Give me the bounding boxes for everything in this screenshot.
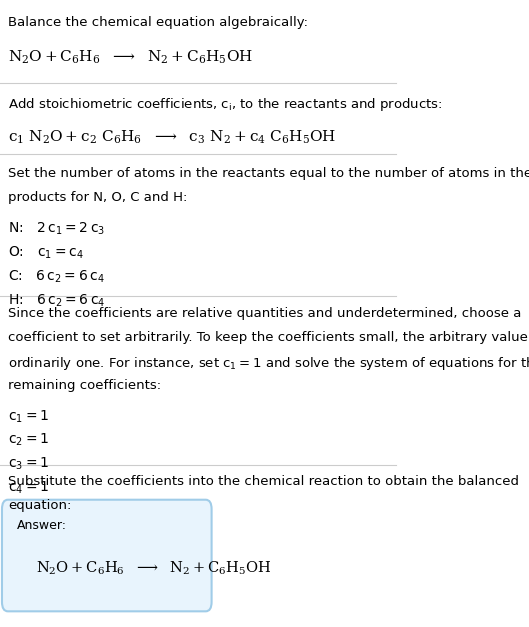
Text: ordinarily one. For instance, set $\mathregular{c_1 = 1}$ and solve the system o: ordinarily one. For instance, set $\math… [8,355,529,372]
Text: Answer:: Answer: [16,519,67,532]
Text: O: $\ \ \mathregular{c_1 = c_4}$: O: $\ \ \mathregular{c_1 = c_4}$ [8,245,84,261]
Text: Balance the chemical equation algebraically:: Balance the chemical equation algebraica… [8,16,308,29]
Text: H: $\ \ \mathregular{6\,c_2 = 6\,c_4}$: H: $\ \ \mathregular{6\,c_2 = 6\,c_4}$ [8,292,105,308]
FancyBboxPatch shape [2,500,212,611]
Text: products for N, O, C and H:: products for N, O, C and H: [8,191,187,204]
Text: Since the coefficients are relative quantities and underdetermined, choose a: Since the coefficients are relative quan… [8,307,521,320]
Text: $\mathregular{c_1 = 1}$: $\mathregular{c_1 = 1}$ [8,408,49,424]
Text: $\mathregular{c_3 = 1}$: $\mathregular{c_3 = 1}$ [8,456,49,472]
Text: remaining coefficients:: remaining coefficients: [8,379,161,392]
Text: Set the number of atoms in the reactants equal to the number of atoms in the: Set the number of atoms in the reactants… [8,167,529,181]
Text: Add stoichiometric coefficients, $\mathregular{c_i}$, to the reactants and produ: Add stoichiometric coefficients, $\mathr… [8,96,442,113]
Text: $\mathregular{N_2O + C_6H_6\ \ \longrightarrow\ \ N_2 + C_6H_5OH}$: $\mathregular{N_2O + C_6H_6\ \ \longrigh… [35,560,271,577]
Text: C: $\ \ \mathregular{6\,c_2 = 6\,c_4}$: C: $\ \ \mathregular{6\,c_2 = 6\,c_4}$ [8,268,105,285]
Text: Substitute the coefficients into the chemical reaction to obtain the balanced: Substitute the coefficients into the che… [8,475,519,488]
Text: $\mathregular{c_4 = 1}$: $\mathregular{c_4 = 1}$ [8,480,49,496]
Text: $\mathregular{c_1\ N_2O + c_2\ C_6H_6\ \ \longrightarrow\ \ c_3\ N_2 + c_4\ C_6H: $\mathregular{c_1\ N_2O + c_2\ C_6H_6\ \… [8,129,336,146]
Text: equation:: equation: [8,499,71,512]
Text: $\mathregular{c_2 = 1}$: $\mathregular{c_2 = 1}$ [8,432,49,448]
Text: coefficient to set arbitrarily. To keep the coefficients small, the arbitrary va: coefficient to set arbitrarily. To keep … [8,331,529,344]
Text: $\mathregular{N_2O + C_6H_6\ \ \longrightarrow\ \ N_2 + C_6H_5OH}$: $\mathregular{N_2O + C_6H_6\ \ \longrigh… [8,48,253,66]
Text: N: $\ \ \mathregular{2\,c_1 = 2\,c_3}$: N: $\ \ \mathregular{2\,c_1 = 2\,c_3}$ [8,221,105,237]
